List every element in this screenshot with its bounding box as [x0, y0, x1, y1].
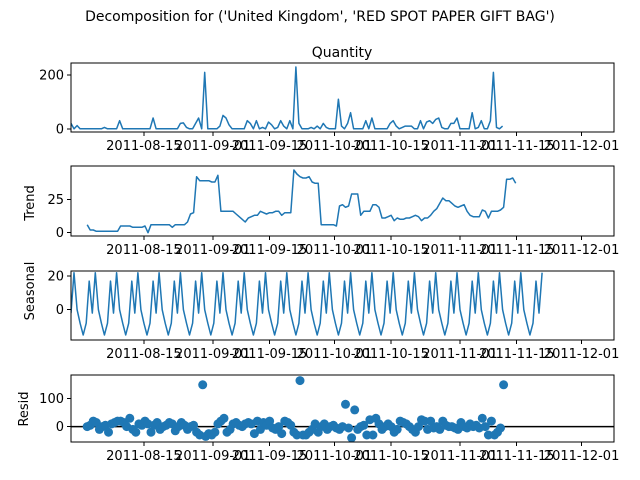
y-tick-label: 0 — [56, 122, 64, 137]
x-tick-label: 2011-11-01 — [422, 243, 498, 258]
x-tick-label: 2011-09-01 — [175, 243, 251, 258]
x-tick-label: 2011-11-01 — [422, 449, 498, 464]
x-tick-label: 2011-10-15 — [353, 243, 429, 258]
x-tick-label: 2011-09-01 — [175, 347, 251, 362]
resid-point — [341, 399, 350, 409]
resid-point — [496, 423, 505, 433]
resid-point — [219, 413, 229, 423]
x-tick-label: 2011-08-15 — [106, 139, 182, 154]
x-tick-label: 2011-11-01 — [422, 139, 498, 154]
resid-point — [344, 423, 354, 433]
x-tick-label: 2011-10-01 — [297, 449, 373, 464]
resid-point — [486, 416, 496, 426]
x-tick-label: 2011-12-01 — [544, 243, 620, 258]
figure-suptitle: Decomposition for ('United Kingdom', 'RE… — [85, 9, 555, 25]
panel-trend: Trend 0252011-08-152011-09-012011-09-152… — [23, 165, 620, 258]
x-tick-label: 2011-11-15 — [479, 347, 555, 362]
x-tick-label: 2011-10-15 — [353, 139, 429, 154]
resid-point — [198, 380, 208, 390]
x-tick-label: 2011-09-15 — [232, 243, 308, 258]
y-tick-label: 0 — [56, 420, 64, 435]
panel-resid: Resid 0 100 2011-08-152011-09-012011-09-15… — [17, 374, 620, 464]
resid-point — [368, 430, 378, 440]
x-tick-label: 2011-11-01 — [422, 347, 498, 362]
x-tick-label: 2011-10-15 — [353, 347, 429, 362]
y-tick-label: 0 — [56, 226, 64, 241]
resid-point — [277, 429, 287, 439]
x-tick-label: 2011-11-15 — [479, 449, 555, 464]
resid-point — [125, 413, 135, 423]
x-tick-label: 2011-12-01 — [544, 449, 620, 464]
panel-ylabel: Trend — [23, 185, 38, 222]
resid-point — [350, 405, 360, 415]
x-tick-label: 2011-09-15 — [232, 139, 308, 154]
y-tick-label: 20 — [47, 270, 64, 285]
panel-title: Quantity — [312, 45, 373, 61]
x-tick-label: 2011-08-15 — [106, 449, 182, 464]
series-line — [71, 271, 543, 336]
y-tick-label: 100 — [39, 392, 64, 407]
y-tick-label: 200 — [39, 69, 64, 84]
axes-frame — [70, 374, 615, 443]
x-tick-label: 2011-10-01 — [297, 347, 373, 362]
resid-point — [189, 420, 199, 430]
x-tick-label: 2011-09-01 — [175, 449, 251, 464]
x-tick-label: 2011-08-15 — [106, 347, 182, 362]
resid-point — [426, 416, 436, 426]
resid-point — [499, 380, 509, 390]
panel-ylabel: Seasonal — [23, 262, 38, 321]
resid-point — [295, 376, 305, 386]
y-tick-label: 25 — [47, 193, 64, 208]
resid-point — [104, 427, 113, 437]
axes-frame — [70, 270, 615, 341]
resid-point — [359, 420, 369, 430]
x-tick-label: 2011-11-15 — [479, 243, 555, 258]
x-tick-label: 2011-09-15 — [232, 449, 308, 464]
series-line — [71, 66, 504, 130]
resid-point — [477, 413, 487, 423]
scatter-points — [82, 376, 509, 442]
resid-point — [347, 433, 357, 442]
x-tick-label: 2011-12-01 — [544, 347, 620, 362]
x-tick-label: 2011-09-01 — [175, 139, 251, 154]
x-tick-label: 2011-08-15 — [106, 243, 182, 258]
resid-point — [265, 416, 275, 426]
y-tick-label: 0 — [56, 303, 64, 318]
resid-point — [286, 420, 296, 430]
series-line — [86, 169, 517, 234]
axes-frame — [70, 62, 615, 133]
resid-point — [146, 427, 156, 437]
panel-seasonal: Seasonal 0 20 2011-08-152011-09-012011-09-… — [23, 262, 619, 362]
panel-ylabel: Resid — [17, 391, 32, 426]
resid-point — [131, 427, 141, 437]
resid-point — [414, 422, 423, 432]
x-tick-label: 2011-10-01 — [297, 139, 373, 154]
resid-point — [210, 427, 220, 437]
resid-point — [274, 422, 284, 432]
x-tick-label: 2011-10-01 — [297, 243, 373, 258]
x-tick-label: 2011-09-15 — [232, 347, 308, 362]
panel-quantity: Quantity 0 200 2011-08-152011-09-012011-09… — [39, 45, 619, 154]
x-tick-label: 2011-10-15 — [353, 449, 429, 464]
resid-point — [392, 424, 402, 434]
x-tick-label: 2011-12-01 — [544, 139, 620, 154]
x-tick-label: 2011-11-15 — [479, 139, 555, 154]
axes-frame — [70, 165, 615, 237]
resid-point — [480, 422, 490, 432]
